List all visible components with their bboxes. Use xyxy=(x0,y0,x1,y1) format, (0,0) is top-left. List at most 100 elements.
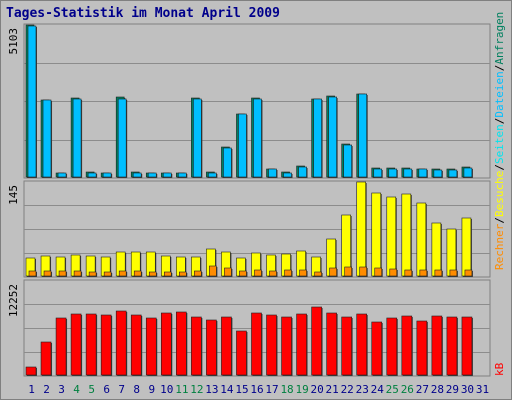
bar-rechner-day-14-fill xyxy=(224,267,232,277)
x-tick-label-22: 22 xyxy=(341,383,354,396)
bar-kb-day-14-fill xyxy=(221,316,232,376)
bar-kb-day-17 xyxy=(266,314,278,376)
bar-kb-day-24-fill xyxy=(371,321,383,376)
bar-kb-day-6-fill xyxy=(100,314,112,376)
bar-kb-day-20 xyxy=(311,306,323,376)
bar-dateien-day-27-fill xyxy=(418,168,428,178)
bar-besuche-day-27 xyxy=(416,202,427,277)
x-tick-label-16: 16 xyxy=(250,383,263,396)
right-legend-top: Rechner/Besuche/Seiten/Dateien/Anfragen xyxy=(493,12,506,270)
x-tick-label-13: 13 xyxy=(205,383,218,396)
bar-kb-day-2 xyxy=(40,341,53,376)
bar-rechner-day-22 xyxy=(344,266,353,277)
bar-dateien-day-5-fill xyxy=(87,172,97,178)
bar-dateien-day-8 xyxy=(132,172,143,178)
bar-besuche-day-30 xyxy=(461,217,472,277)
bar-dateien-day-30 xyxy=(463,167,473,178)
bar-rechner-day-2-fill xyxy=(43,270,52,277)
bar-rechner-day-12-fill xyxy=(194,270,202,277)
x-tick-label-28: 28 xyxy=(431,383,444,396)
right-legend-kb: kB xyxy=(493,362,506,376)
bar-dateien-day-19 xyxy=(298,166,308,178)
bar-dateien-day-16-fill xyxy=(253,98,262,178)
x-tick-label-20: 20 xyxy=(311,383,324,396)
bar-kb-day-29 xyxy=(446,316,458,376)
x-tick-label-23: 23 xyxy=(356,383,369,396)
legend-word-5: / xyxy=(493,118,506,125)
bar-kb-day-24 xyxy=(371,321,383,376)
bar-dateien-day-4 xyxy=(72,98,83,178)
bar-dateien-day-5 xyxy=(87,172,98,178)
bar-besuche-day-26 xyxy=(401,193,412,277)
bar-dateien-day-10 xyxy=(162,172,173,178)
bar-dateien-day-19-fill xyxy=(298,166,307,178)
bar-rechner-day-8-fill xyxy=(133,270,142,277)
bar-rechner-day-11-fill xyxy=(179,271,187,277)
bar-kb-day-17-fill xyxy=(266,314,277,376)
bar-besuche-day-30-fill xyxy=(461,217,472,277)
x-tick-label-3: 3 xyxy=(58,383,65,396)
legend-word-7: / xyxy=(493,65,506,72)
bar-rechner-day-30 xyxy=(464,269,473,277)
bar-kb-day-28-fill xyxy=(431,315,443,376)
bar-besuche-day-29-fill xyxy=(446,228,457,277)
bar-kb-day-28 xyxy=(431,315,443,376)
bar-rechner-day-1-fill xyxy=(28,270,37,277)
bar-dateien-day-4-fill xyxy=(72,98,82,178)
x-tick-label-5: 5 xyxy=(88,383,95,396)
bar-dateien-day-11 xyxy=(178,172,188,178)
bar-rechner-day-3 xyxy=(58,270,68,277)
bar-rechner-day-9-fill xyxy=(148,271,157,277)
bar-rechner-day-27 xyxy=(419,269,428,277)
bar-kb-day-7-fill xyxy=(115,310,127,376)
x-tick-label-12: 12 xyxy=(190,383,203,396)
bar-kb-day-12-fill xyxy=(191,316,202,376)
x-tick-label-6: 6 xyxy=(103,383,110,396)
bar-dateien-day-10-fill xyxy=(162,172,172,178)
bar-dateien-day-21 xyxy=(328,96,338,178)
bar-kb-day-2-fill xyxy=(40,341,52,376)
bar-rechner-day-17 xyxy=(269,270,278,277)
bar-kb-day-29-fill xyxy=(446,316,458,376)
bar-rechner-day-19-fill xyxy=(299,269,307,277)
x-tick-label-11: 11 xyxy=(175,383,188,396)
x-tick-label-21: 21 xyxy=(326,383,339,396)
bar-kb-day-1-fill xyxy=(25,366,37,376)
bar-kb-day-23 xyxy=(356,313,368,376)
bar-rechner-day-15-fill xyxy=(239,270,247,277)
bar-besuche-day-26-fill xyxy=(401,193,412,277)
bar-rechner-day-1 xyxy=(28,270,37,277)
bar-dateien-day-25 xyxy=(388,168,398,178)
bar-kb-day-16-fill xyxy=(251,312,262,376)
bar-kb-day-12 xyxy=(191,316,203,376)
bar-rechner-day-4-fill xyxy=(73,270,82,277)
bar-dateien-day-13 xyxy=(208,172,218,178)
bar-rechner-day-6 xyxy=(103,271,113,277)
bar-rechner-day-28 xyxy=(434,269,443,277)
bar-dateien-day-7 xyxy=(117,98,128,178)
bar-kb-day-14 xyxy=(221,316,233,376)
x-tick-label-15: 15 xyxy=(235,383,248,396)
bar-rechner-day-23-fill xyxy=(359,266,368,277)
bar-dateien-day-12-fill xyxy=(193,98,202,178)
bar-dateien-day-29-fill xyxy=(448,169,458,178)
bar-rechner-day-7-fill xyxy=(118,270,127,277)
legend-word-1: / xyxy=(493,217,506,224)
bar-dateien-day-17 xyxy=(268,168,278,178)
bar-kb-day-5-fill xyxy=(85,313,97,376)
bar-besuche-day-23 xyxy=(356,181,367,277)
bar-kb-day-18-fill xyxy=(281,316,292,376)
y-max-label-bottom: 12252 xyxy=(7,284,20,317)
bar-dateien-day-14 xyxy=(223,147,233,178)
right-legend-labels: Rechner/Besuche/Seiten/Dateien/Anfragen k… xyxy=(493,12,506,376)
bar-dateien-day-24-fill xyxy=(373,168,383,178)
x-tick-label-29: 29 xyxy=(446,383,459,396)
bar-kb-day-20-fill xyxy=(311,306,322,376)
bar-besuche-day-25 xyxy=(386,196,397,277)
bar-kb-day-19-fill xyxy=(296,313,307,376)
bar-dateien-day-12 xyxy=(193,98,203,178)
bar-dateien-day-28-fill xyxy=(433,169,443,178)
bar-dateien-day-20 xyxy=(313,98,323,178)
bar-kb-day-10-fill xyxy=(160,312,172,376)
bar-kb-day-8 xyxy=(130,314,143,376)
